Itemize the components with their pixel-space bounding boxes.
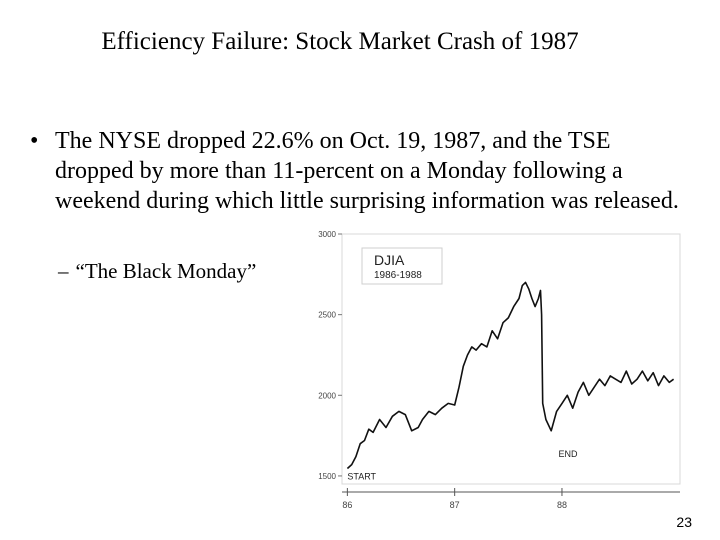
y-axis: 3000 2500 2000 1500 (318, 230, 342, 481)
y-tick-label: 2500 (318, 311, 336, 320)
page-number: 23 (676, 514, 692, 530)
y-tick-label: 3000 (318, 230, 336, 239)
start-annotation: START (347, 472, 376, 482)
djia-chart: DJIA 1986-1988 3000 2500 2000 1500 86 87 88 S… (312, 222, 684, 518)
slide-title: Efficiency Failure: Stock Market Crash o… (101, 28, 579, 55)
sub-bullet: – “The Black Monday” (58, 256, 256, 286)
x-tick-label: 86 (342, 500, 352, 510)
sub-bullet-text: “The Black Monday” (75, 259, 257, 283)
x-tick-label: 87 (450, 500, 460, 510)
sub-bullet-marker: – (58, 259, 69, 283)
chart-subtitle: 1986-1988 (374, 270, 422, 281)
y-tick-label: 2000 (318, 391, 336, 400)
chart-title-box (361, 247, 443, 285)
x-axis: 86 87 88 (342, 488, 680, 510)
chart-title: DJIA (374, 252, 405, 268)
x-tick-label: 88 (557, 500, 567, 510)
djia-series-line (346, 281, 675, 470)
y-tick-label: 1500 (318, 472, 336, 481)
series-group (346, 281, 675, 470)
bullet-text: The NYSE dropped 22.6% on Oct. 19, 1987,… (55, 128, 679, 214)
bullet-marker: • (30, 128, 39, 154)
end-annotation: END (559, 449, 579, 459)
chart-annotations: START END (347, 449, 578, 482)
djia-chart-svg: DJIA 1986-1988 3000 2500 2000 1500 86 87 88 S… (318, 230, 681, 510)
